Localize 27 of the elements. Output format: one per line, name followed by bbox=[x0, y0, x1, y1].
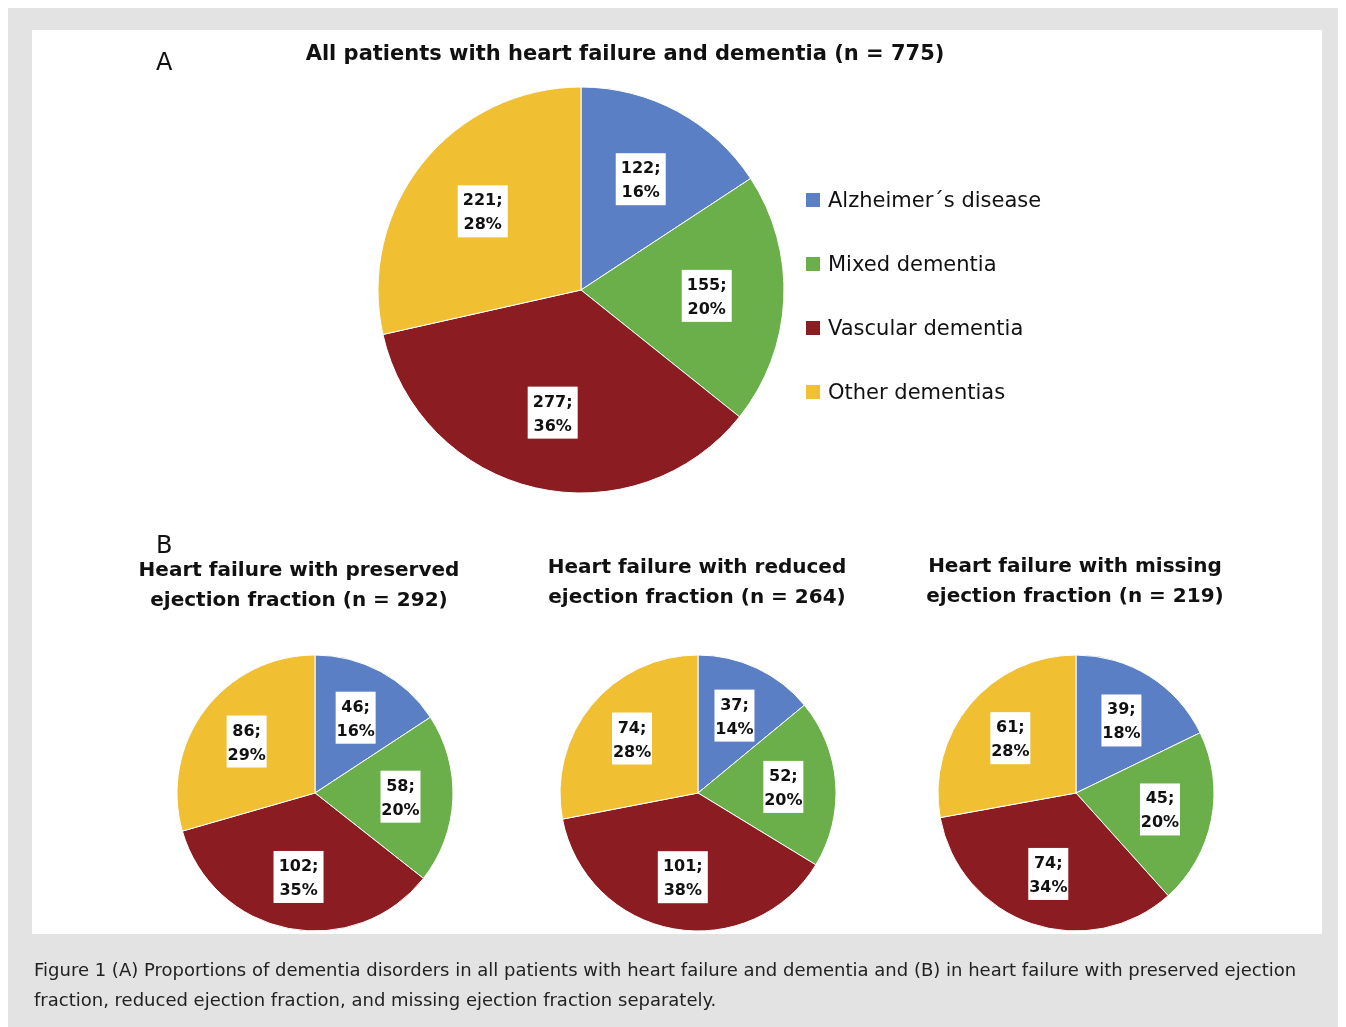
data-label: 46; 16% bbox=[336, 696, 375, 740]
data-label: 74; 28% bbox=[612, 717, 652, 761]
data-label: 101; 38% bbox=[662, 856, 703, 900]
data-label: 221; 28% bbox=[462, 190, 503, 234]
text: B bbox=[156, 531, 173, 559]
data-label: 52; 20% bbox=[764, 765, 803, 809]
legend-label: Vascular dementia bbox=[828, 316, 1024, 340]
data-label: 58; 20% bbox=[381, 775, 420, 819]
chart-title: Heart failure with missing ejection fraction (n = 219) bbox=[926, 553, 1224, 607]
text: A bbox=[156, 48, 173, 76]
chart-title: Heart failure with reduced ejection fraction (n = 264) bbox=[547, 554, 847, 608]
legend-label: Other dementias bbox=[828, 380, 1006, 404]
data-label: 37; 14% bbox=[715, 694, 754, 738]
data-label: 122; 16% bbox=[620, 158, 661, 202]
data-label: 39; 18% bbox=[1102, 699, 1141, 743]
data-label: 102; 35% bbox=[278, 855, 319, 899]
legend-label: Mixed dementia bbox=[828, 252, 997, 276]
legend-label: Alzheimer´s disease bbox=[828, 188, 1042, 212]
data-label: 45; 20% bbox=[1140, 788, 1180, 832]
chart-title: All patients with heart failure and dementia (n = 775) bbox=[305, 41, 945, 65]
data-label: 277; 36% bbox=[532, 391, 573, 435]
data-label: 61; 28% bbox=[991, 717, 1030, 761]
data-label: 86; 29% bbox=[227, 720, 266, 764]
data-label: 155; 20% bbox=[686, 274, 727, 318]
caption: Figure 1 (A) Proportions of dementia disorders in all patients with heart failure and dementia and (B) in heart failure with preserved ejection fraction, reduced ejection fraction, and missing ejection fraction separately. bbox=[34, 959, 1297, 1010]
data-label: 74; 34% bbox=[1029, 852, 1068, 896]
chart-title: Heart failure with preserved ejection fraction (n = 292) bbox=[138, 557, 460, 611]
